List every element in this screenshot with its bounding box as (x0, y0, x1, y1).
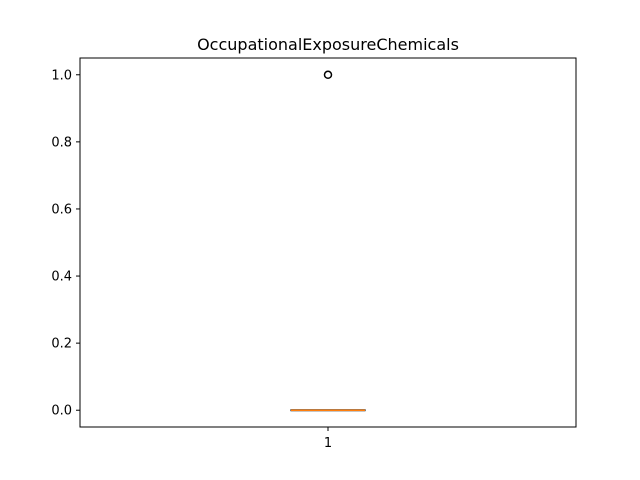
chart-title: OccupationalExposureChemicals (197, 35, 459, 54)
plot-area: 0.0 0.2 0.4 0.6 0.8 1.0 1 (51, 57, 577, 451)
x-tick-label: 1 (324, 436, 332, 451)
y-tick-label: 0.8 (51, 135, 72, 150)
y-tick-label: 0.4 (51, 270, 72, 285)
y-tick-label: 0.0 (51, 404, 72, 419)
y-tick-label: 1.0 (51, 68, 72, 83)
y-tick-label: 0.6 (51, 202, 72, 217)
outlier-point (323, 70, 333, 80)
y-tick-label: 0.2 (51, 337, 72, 352)
